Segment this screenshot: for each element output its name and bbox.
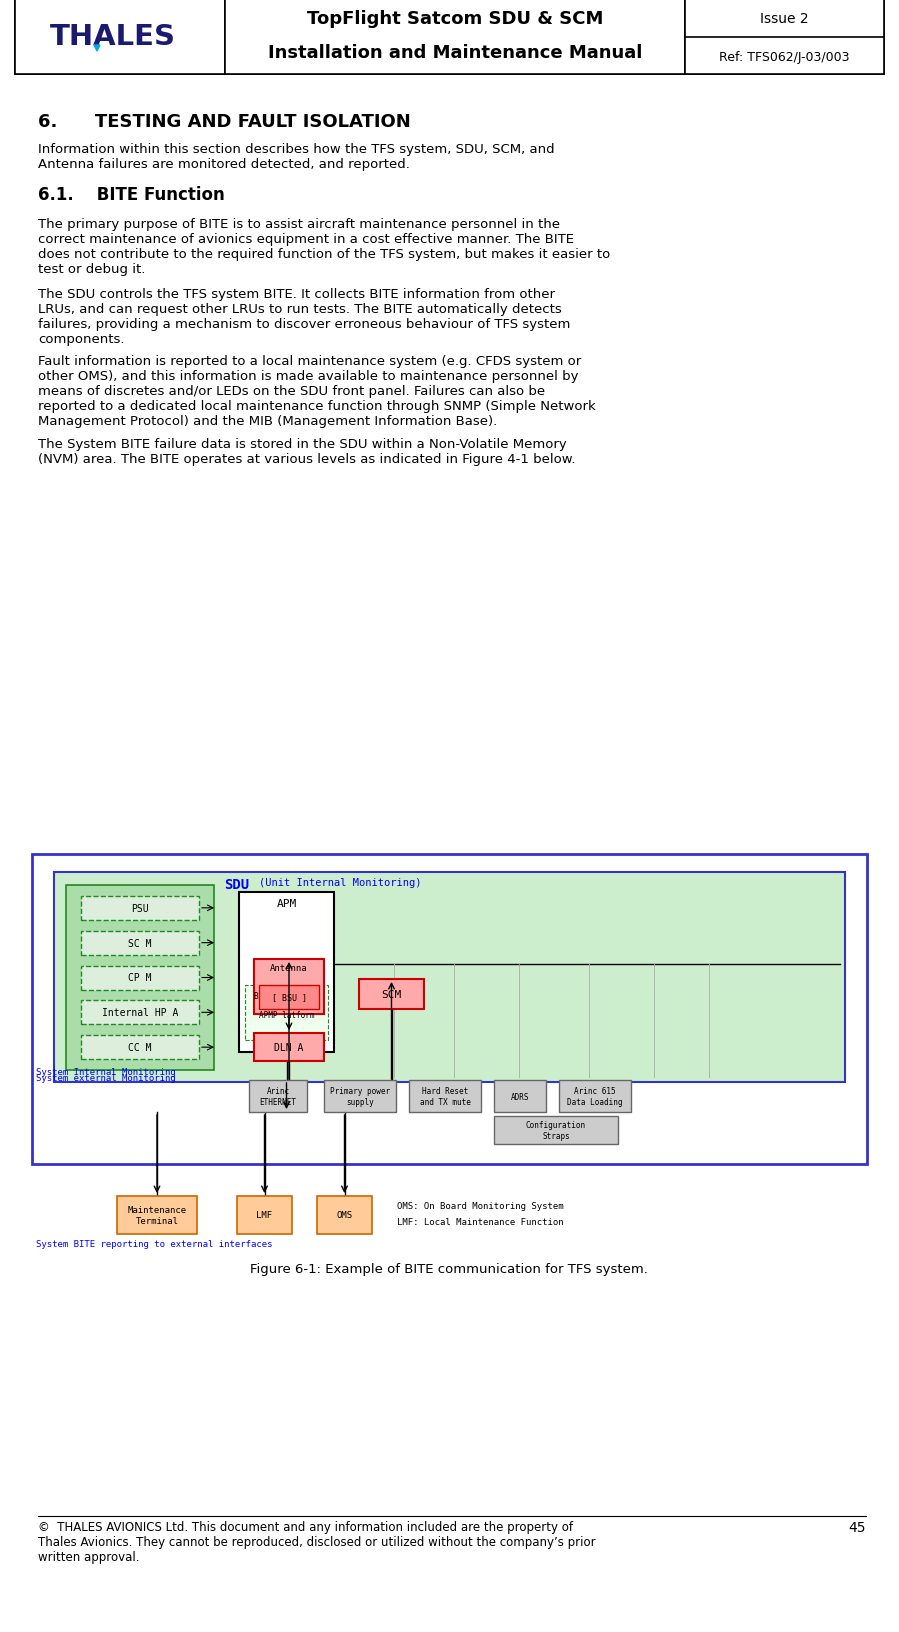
Text: 45: 45 — [849, 1519, 866, 1534]
Bar — [15, 0, 225, 75]
Text: 6.1.    BITE Function: 6.1. BITE Function — [38, 186, 225, 204]
Text: CC M: CC M — [129, 1043, 152, 1053]
Bar — [317, 1196, 372, 1234]
Bar — [54, 873, 845, 1082]
Bar — [249, 1080, 307, 1113]
Bar — [81, 896, 199, 920]
Bar — [245, 986, 328, 1040]
Polygon shape — [94, 46, 100, 52]
Text: ADRS: ADRS — [511, 1092, 530, 1102]
Text: Configuration
Straps: Configuration Straps — [526, 1121, 586, 1141]
Bar — [32, 855, 867, 1164]
Bar — [225, 0, 685, 75]
Text: [ BSU ]: [ BSU ] — [271, 992, 307, 1002]
Bar — [81, 966, 199, 991]
Bar — [359, 979, 424, 1009]
Text: Figure 6-1: Example of BITE communication for TFS system.: Figure 6-1: Example of BITE communicatio… — [250, 1262, 648, 1275]
Text: Primary power
supply: Primary power supply — [330, 1087, 390, 1106]
Text: Arinc 615
Data Loading: Arinc 615 Data Loading — [567, 1087, 623, 1106]
Bar — [66, 886, 214, 1071]
Bar — [685, 0, 884, 75]
Bar — [254, 960, 324, 1015]
Bar — [494, 1080, 546, 1113]
Text: PSU: PSU — [131, 902, 149, 914]
Text: SCM: SCM — [381, 989, 402, 999]
Text: TopFlight Satcom SDU & SCM: TopFlight Satcom SDU & SCM — [307, 10, 603, 28]
Text: ©  THALES AVIONICS Ltd. This document and any information included are the prope: © THALES AVIONICS Ltd. This document and… — [38, 1519, 596, 1563]
Bar — [324, 1080, 396, 1113]
Text: The SDU controls the TFS system BITE. It collects BITE information from other
LR: The SDU controls the TFS system BITE. It… — [38, 287, 570, 346]
Text: System Internal Monitoring: System Internal Monitoring — [36, 1067, 175, 1077]
Text: APMP latform: APMP latform — [259, 1010, 315, 1020]
Text: System BITE reporting to external interfaces: System BITE reporting to external interf… — [36, 1239, 272, 1248]
Text: APM: APM — [276, 899, 297, 909]
Bar — [237, 1196, 292, 1234]
Text: SDU: SDU — [224, 878, 249, 891]
Text: Hard Reset
and TX mute: Hard Reset and TX mute — [420, 1087, 470, 1106]
Text: Installation and Maintenance Manual: Installation and Maintenance Manual — [268, 44, 642, 62]
Text: The primary purpose of BITE is to assist aircraft maintenance personnel in the
c: The primary purpose of BITE is to assist… — [38, 217, 610, 276]
Text: (Unit Internal Monitoring): (Unit Internal Monitoring) — [259, 878, 422, 888]
Text: OMS: OMS — [336, 1211, 352, 1219]
Text: BITE monitored: BITE monitored — [254, 991, 319, 1000]
Text: LMF: LMF — [256, 1211, 272, 1219]
Bar — [409, 1080, 481, 1113]
Bar — [81, 1000, 199, 1025]
Text: LMF: Local Maintenance Function: LMF: Local Maintenance Function — [397, 1217, 564, 1227]
Text: DLN A: DLN A — [274, 1043, 304, 1053]
Bar — [494, 1116, 618, 1144]
Text: Information within this section describes how the TFS system, SDU, SCM, and
Ante: Information within this section describe… — [38, 144, 555, 171]
Text: SC M: SC M — [129, 938, 152, 948]
Bar — [559, 1080, 631, 1113]
Text: Ref: TFS062/J-03/003: Ref: TFS062/J-03/003 — [718, 51, 850, 64]
Bar — [259, 986, 319, 1009]
Bar — [15, 0, 884, 75]
Text: The System BITE failure data is stored in the SDU within a Non-Volatile Memory
(: The System BITE failure data is stored i… — [38, 437, 575, 465]
Text: Maintenance
Terminal: Maintenance Terminal — [128, 1206, 187, 1226]
Text: Internal HP A: Internal HP A — [102, 1007, 178, 1018]
Text: Issue 2: Issue 2 — [760, 11, 808, 26]
Text: Arinc
ETHERNET: Arinc ETHERNET — [260, 1087, 297, 1106]
Bar — [81, 1036, 199, 1059]
Text: Fault information is reported to a local maintenance system (e.g. CFDS system or: Fault information is reported to a local… — [38, 354, 596, 428]
Text: 6.      TESTING AND FAULT ISOLATION: 6. TESTING AND FAULT ISOLATION — [38, 113, 411, 131]
Bar — [81, 932, 199, 955]
Text: System external Monitoring: System external Monitoring — [36, 1074, 175, 1082]
Text: THALES: THALES — [50, 23, 176, 51]
Bar — [117, 1196, 197, 1234]
Bar — [239, 893, 334, 1053]
Text: Antenna: Antenna — [271, 963, 307, 973]
Text: CP M: CP M — [129, 973, 152, 982]
Bar — [254, 1033, 324, 1061]
Text: OMS: On Board Monitoring System: OMS: On Board Monitoring System — [397, 1201, 564, 1211]
